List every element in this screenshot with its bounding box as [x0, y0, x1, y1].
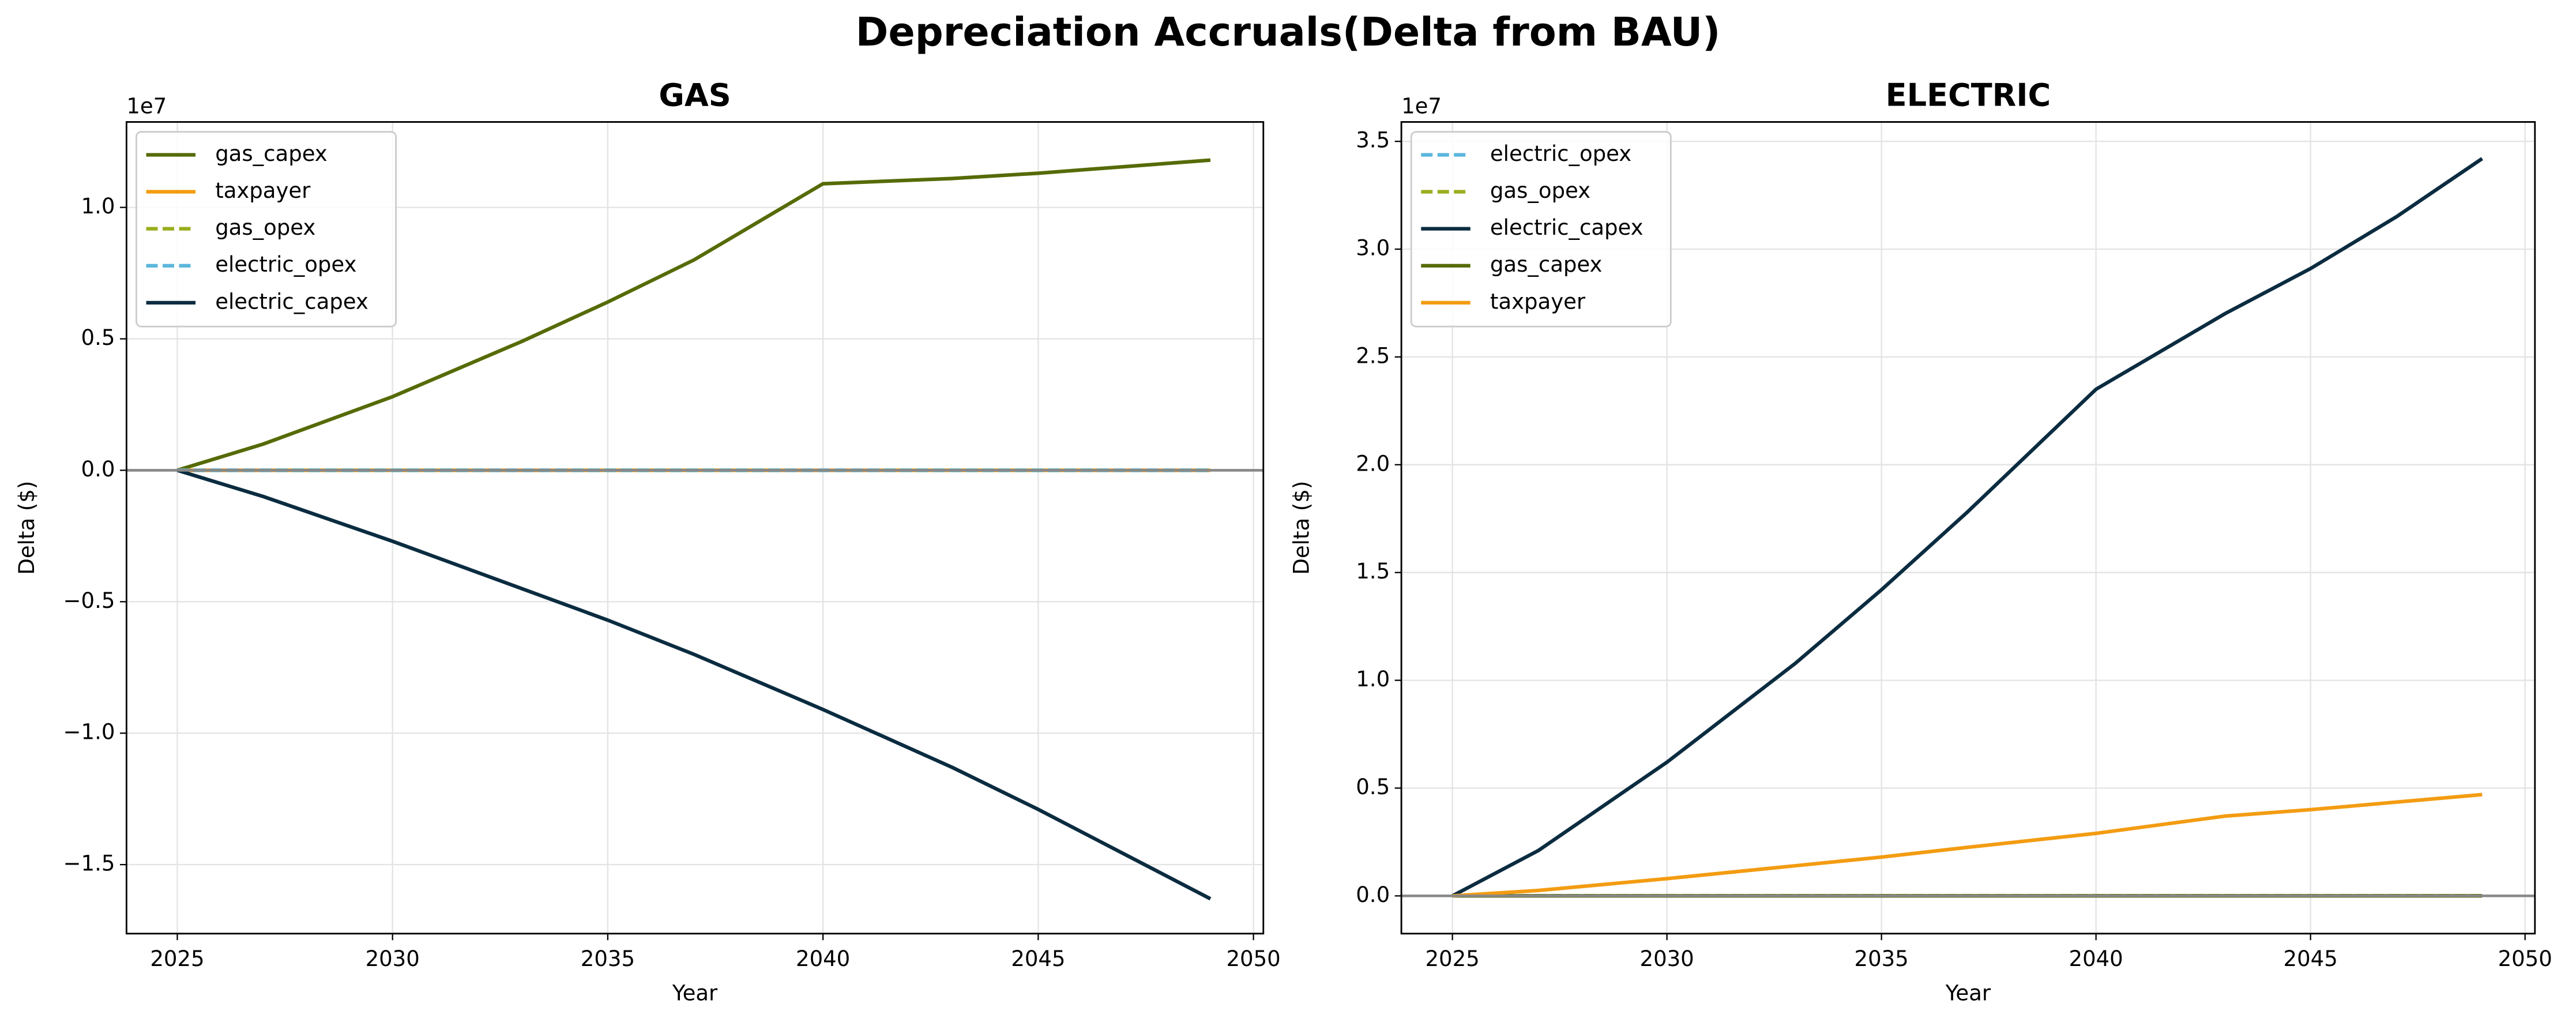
x-tick-label: 2040	[2069, 946, 2123, 971]
figure-title: Depreciation Accruals(Delta from BAU)	[856, 10, 1721, 55]
y-tick-label: 1.0	[81, 194, 115, 219]
y-tick-label: 3.0	[1356, 236, 1390, 261]
y-tick-label: 2.0	[1356, 451, 1390, 476]
x-tick-label: 2035	[1855, 946, 1909, 971]
y-tick-label: −1.0	[63, 720, 115, 745]
y-axis-label: Delta ($)	[1289, 481, 1314, 575]
x-tick-label: 2030	[366, 946, 420, 971]
legend-label: gas_opex	[215, 215, 315, 240]
legend-frame	[136, 131, 397, 328]
x-axis-label: Year	[1945, 981, 1991, 1006]
y-tick-label: 1.0	[1356, 667, 1390, 691]
legend-frame	[1410, 131, 1672, 328]
axes-title: ELECTRIC	[1886, 77, 2051, 113]
x-tick-label: 2045	[2284, 946, 2338, 971]
y-tick-label: 0.5	[81, 325, 115, 350]
y-tick-label: 1.5	[1356, 559, 1390, 584]
legend-label: taxpayer	[215, 178, 311, 203]
series-line	[1452, 792, 2483, 898]
axes-title: GAS	[659, 77, 731, 113]
legend-label: taxpayer	[1490, 289, 1586, 314]
x-tick-label: 2040	[796, 946, 850, 971]
series-line	[176, 468, 1212, 901]
y-tick-label: 0.0	[81, 457, 115, 482]
x-tick-label: 2050	[2498, 946, 2552, 971]
legend: gas_capex taxpayer gas_opex electric_opexel…	[136, 131, 397, 328]
y-axis-label: Delta ($)	[14, 481, 39, 575]
y-tick-label: −0.5	[63, 588, 115, 613]
x-axis-label: Year	[672, 981, 718, 1006]
legend-label: gas_opex	[1490, 178, 1590, 203]
axes-frame	[1400, 121, 2536, 935]
x-tick-label: 2035	[581, 946, 635, 971]
y-tick-label: 0.0	[1356, 882, 1390, 907]
legend-label: electric_opex	[1490, 141, 1631, 166]
legend-label: gas_capex	[215, 141, 328, 166]
x-tick-label: 2030	[1640, 946, 1694, 971]
legend-label: gas_capex	[1490, 252, 1603, 277]
x-tick-label: 2045	[1011, 946, 1065, 971]
y-tick-label: −1.5	[63, 851, 115, 876]
legend-label: electric_capex	[215, 289, 368, 314]
legend-label: electric_opex	[215, 252, 356, 277]
series-line	[1451, 157, 2484, 898]
y-tick-label: 2.5	[1356, 343, 1390, 368]
legend-label: electric_capex	[1490, 215, 1644, 240]
offset-text: 1e7	[1401, 93, 1442, 118]
legend: electric_opex gas_opex electric_capex gas_c…	[1410, 131, 1672, 328]
x-tick-label: 2050	[1226, 946, 1280, 971]
axes-frame	[125, 121, 1265, 935]
offset-text: 1e7	[126, 93, 167, 118]
x-tick-label: 2025	[150, 946, 204, 971]
x-tick-label: 2025	[1426, 946, 1480, 971]
series-line	[176, 158, 1211, 472]
y-tick-label: 0.5	[1356, 775, 1390, 799]
y-tick-label: 3.5	[1356, 128, 1390, 153]
